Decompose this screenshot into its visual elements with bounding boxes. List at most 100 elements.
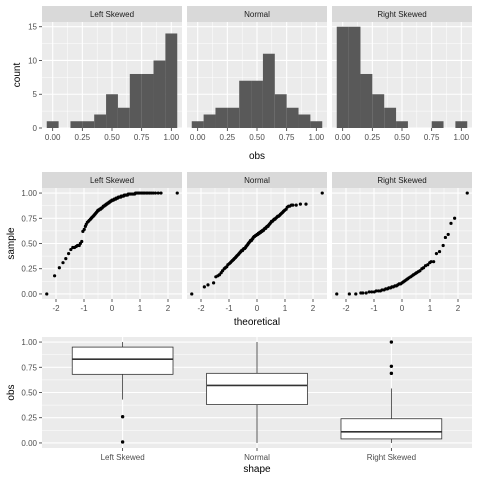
facet-strip-label: Normal [244, 10, 270, 19]
x-tick-label: -2 [342, 304, 350, 313]
qq-point [426, 263, 430, 267]
qq-point [202, 285, 206, 289]
facet-strip-label: Normal [244, 176, 270, 185]
histogram-bar [310, 121, 323, 128]
x-tick-label: 1.00 [309, 133, 325, 142]
qq-point [421, 266, 426, 270]
qq-point [449, 221, 453, 225]
qq-point [82, 227, 86, 231]
qq-point [347, 292, 351, 296]
qq-point [432, 260, 436, 264]
qq-point [370, 290, 374, 294]
qq-point [354, 292, 358, 296]
qq-point [45, 292, 49, 296]
qq-point [367, 290, 371, 294]
histogram-bar [298, 114, 311, 128]
qq-point [156, 191, 160, 195]
qq-point [374, 289, 378, 293]
x-tick-label: 0.25 [365, 133, 381, 142]
histogram-bar [251, 80, 263, 128]
histogram-bar [117, 107, 130, 128]
x-tick-label: -1 [370, 304, 378, 313]
histogram-bar [191, 121, 204, 128]
facet-strip [42, 6, 182, 22]
histogram-bar [106, 94, 118, 128]
x-tick-label: 2 [311, 304, 316, 313]
facet-strip [332, 172, 472, 188]
histogram-bar [239, 80, 252, 128]
y-axis-title: count [12, 63, 23, 88]
qq-point [206, 283, 210, 287]
qq-point [441, 243, 445, 248]
qq-point [335, 292, 339, 296]
x-tick-label: -2 [52, 304, 60, 313]
qq-point [453, 216, 457, 220]
y-tick-label: 0.00 [21, 290, 37, 299]
histogram-bar [286, 107, 299, 128]
histogram-bar [82, 121, 95, 128]
histogram-bar [215, 107, 228, 128]
qq-point [434, 251, 439, 256]
x-tick-label: Left Skewed [101, 453, 145, 462]
x-tick-label: 0.50 [394, 133, 410, 142]
qq-point [418, 269, 422, 273]
x-tick-label: 0.50 [249, 133, 265, 142]
x-tick-label: 0.00 [190, 133, 206, 142]
histogram-bar [455, 121, 468, 128]
facet-strip-label: Right Skewed [377, 10, 426, 19]
qq-point [151, 191, 155, 195]
box-iqr [206, 372, 308, 406]
x-tick-label: -2 [197, 304, 205, 313]
histogram-bar [70, 121, 83, 128]
x-tick-label: 2 [166, 304, 171, 313]
x-tick-label: 0 [110, 304, 115, 313]
y-tick-label: 0.50 [21, 389, 37, 398]
histogram-bar [141, 73, 154, 128]
y-tick-label: 0 [33, 124, 38, 133]
y-tick-label: 1.00 [21, 338, 37, 347]
y-tick-label: 0.75 [21, 363, 37, 372]
x-tick-label: 1 [428, 304, 433, 313]
qq-point [212, 281, 216, 285]
x-axis-title: theoretical [234, 317, 280, 328]
x-tick-label: 1 [138, 304, 143, 313]
facet-strip [187, 172, 327, 188]
histogram-bar [384, 107, 397, 128]
x-tick-label: 0.75 [424, 133, 440, 142]
qq-point [291, 203, 295, 207]
qq-point [446, 232, 450, 237]
x-tick-label: Right Skewed [367, 453, 416, 462]
outlier-point [120, 415, 125, 419]
x-tick-label: 1.00 [454, 133, 470, 142]
histogram-bar [348, 26, 361, 129]
x-tick-label: 0.75 [279, 133, 295, 142]
qq-point [294, 203, 298, 207]
qq-point [298, 202, 302, 206]
x-tick-label: 0.75 [134, 133, 150, 142]
y-tick-label: 0.75 [21, 214, 37, 223]
y-axis-title: obs [6, 384, 17, 400]
x-axis-title: obs [249, 151, 265, 162]
x-tick-label: -1 [225, 304, 233, 313]
histogram-bar [203, 114, 216, 128]
x-tick-label: Normal [244, 453, 270, 462]
facet-strip-label: Left Skewed [90, 10, 134, 19]
y-tick-label: 10 [28, 56, 37, 65]
facet-strip-label: Left Skewed [90, 176, 134, 185]
x-tick-label: 0 [400, 304, 405, 313]
facet-strip [42, 172, 182, 188]
y-tick-label: 1.00 [21, 189, 37, 198]
histogram-bar [372, 94, 385, 128]
facet-strip [332, 6, 472, 22]
outlier-point [120, 440, 125, 444]
histogram-bar [262, 53, 275, 128]
histogram-bar [360, 73, 373, 128]
x-tick-label: 1 [283, 304, 288, 313]
qq-point [67, 251, 71, 256]
histogram-bar [274, 94, 287, 128]
qq-point [361, 291, 365, 295]
y-tick-label: 0.50 [21, 240, 37, 249]
qq-point [153, 191, 157, 195]
qq-point [465, 191, 469, 195]
